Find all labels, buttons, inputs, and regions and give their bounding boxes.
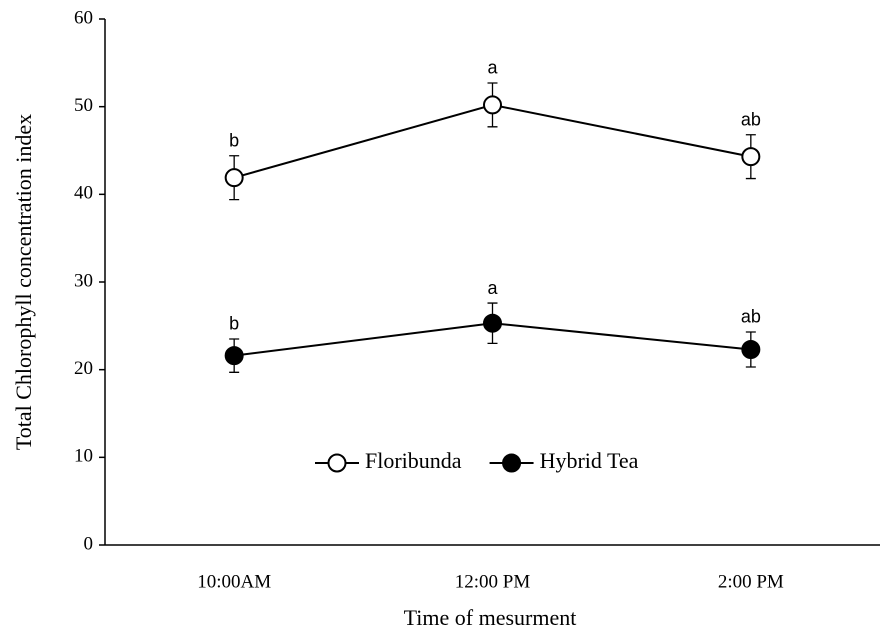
x-tick-label: 10:00AM [197, 571, 271, 592]
marker [483, 313, 502, 333]
significance-label: ab [741, 307, 761, 327]
x-tick-label: 2:00 PM [718, 571, 784, 592]
x-axis-label: Time of mesurment [404, 605, 577, 630]
y-tick-label: 0 [84, 533, 94, 554]
legend-label: Hybrid Tea [540, 448, 639, 473]
marker [741, 340, 761, 360]
significance-label: a [487, 58, 498, 78]
marker [741, 147, 761, 167]
legend-marker [502, 453, 522, 473]
significance-label: a [487, 278, 498, 298]
y-axis-label: Total Chlorophyll concentration index [11, 114, 36, 450]
marker [224, 168, 244, 188]
y-tick-label: 20 [74, 358, 93, 379]
significance-label: b [229, 131, 239, 151]
y-tick-label: 40 [74, 183, 93, 204]
legend-marker [327, 453, 347, 473]
significance-label: b [229, 314, 239, 334]
y-tick-label: 50 [74, 95, 93, 116]
y-tick-label: 60 [74, 7, 93, 28]
marker [224, 346, 244, 366]
y-tick-label: 10 [74, 446, 93, 467]
legend-label: Floribunda [365, 448, 462, 473]
significance-label: ab [741, 109, 761, 129]
x-tick-label: 12:00 PM [455, 571, 531, 592]
y-tick-label: 30 [74, 270, 93, 291]
marker [483, 95, 502, 115]
